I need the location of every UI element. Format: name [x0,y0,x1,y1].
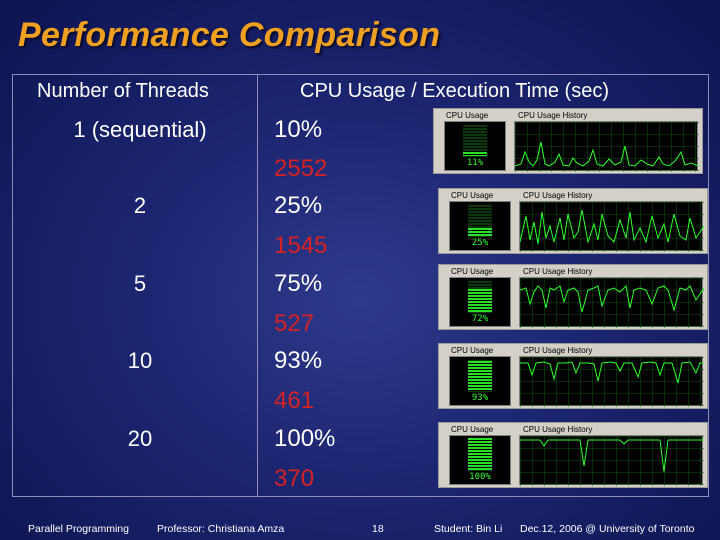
cpu-history-graph [519,435,704,486]
history-line [520,439,704,473]
footer-date-org: Dec.12, 2006 @ University of Toronto [520,523,695,535]
header-usage-time: CPU Usage / Execution Time (sec) [300,80,609,102]
history-svg [520,202,704,252]
footer-student: Student: Bin Li [434,523,503,535]
cpu-history-graph [514,121,699,172]
threads-cell: 1 (sequential) [73,117,207,142]
task-manager-snapshot: CPU Usage CPU Usage History 11% [433,108,703,174]
meter-percent: 11% [466,158,484,168]
history-svg [520,278,704,328]
cpu-usage-value: 100% [274,425,336,452]
history-svg [515,122,699,172]
history-svg [520,436,704,486]
cpu-history-graph [519,201,704,252]
threads-cell: 10 [127,348,153,373]
cpu-usage-meter: 100% [449,435,511,485]
cpu-usage-meter: 11% [444,121,506,171]
header-threads: Number of Threads [37,80,209,102]
execution-time-value: 1545 [274,232,328,259]
history-line [520,209,704,245]
meter-percent: 72% [471,314,489,324]
meter-fill [468,289,492,312]
cpu-usage-label: CPU Usage [451,346,494,355]
comparison-table [12,74,709,497]
cpu-usage-value: 75% [274,270,323,297]
cpu-usage-value: 10% [274,116,323,143]
cpu-usage-label: CPU Usage [451,191,494,200]
task-manager-snapshot: CPU Usage CPU Usage History 25% [438,188,708,254]
cpu-history-graph [519,277,704,328]
execution-time-value: 527 [274,310,315,337]
meter-percent: 100% [469,472,491,482]
cpu-history-label: CPU Usage History [518,111,588,120]
task-manager-snapshot: CPU Usage CPU Usage History 72% [438,264,708,330]
cpu-usage-label: CPU Usage [451,425,494,434]
task-manager-snapshot: CPU Usage CPU Usage History 93% [438,343,708,409]
slide-title: Performance Comparison [18,16,441,54]
cpu-usage-label: CPU Usage [451,267,494,276]
threads-cell: 5 [133,271,147,296]
history-svg [520,357,704,407]
cpu-usage-label: CPU Usage [446,111,489,120]
footer-page-number: 18 [372,523,384,535]
footer-course: Parallel Programming [28,523,129,535]
threads-cell: 20 [127,426,153,451]
execution-time-value: 461 [274,387,315,414]
meter-fill [463,152,487,156]
cpu-history-label: CPU Usage History [523,191,593,200]
meter-fill [468,228,492,236]
history-line [520,284,704,313]
meter-fill [468,438,492,470]
execution-time-value: 2552 [274,155,328,182]
meter-percent: 25% [471,238,489,248]
cpu-history-label: CPU Usage History [523,267,593,276]
history-line [520,361,704,384]
execution-time-value: 370 [274,465,315,492]
meter-fill [468,361,492,391]
history-line [515,141,699,167]
cpu-usage-meter: 72% [449,277,511,327]
cpu-usage-value: 93% [274,347,323,374]
cpu-usage-meter: 93% [449,356,511,406]
cpu-history-graph [519,356,704,407]
cpu-history-label: CPU Usage History [523,425,593,434]
cpu-usage-value: 25% [274,192,323,219]
column-divider [257,74,258,497]
footer-professor: Professor: Christiana Amza [157,523,285,535]
meter-percent: 93% [471,393,489,403]
cpu-usage-meter: 25% [449,201,511,251]
cpu-history-label: CPU Usage History [523,346,593,355]
threads-cell: 2 [133,193,147,218]
task-manager-snapshot: CPU Usage CPU Usage History 100% [438,422,708,488]
